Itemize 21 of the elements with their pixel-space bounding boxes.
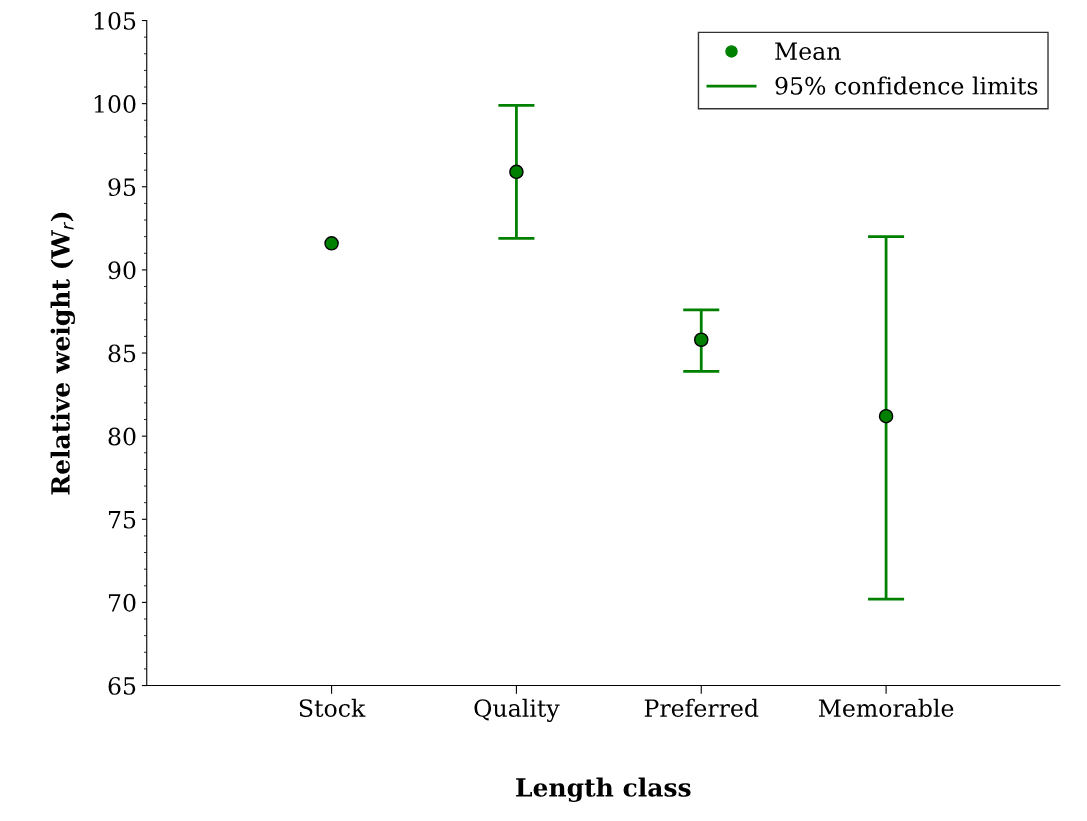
x-tick-label: Quality [474, 698, 560, 722]
y-tick-label: 105 [94, 11, 136, 30]
y-tick-label: 80 [108, 427, 136, 446]
point [324, 236, 339, 251]
y-tick-label: 65 [108, 676, 136, 695]
x-axis-title: Length class [516, 777, 691, 803]
y-tick-label: 95 [108, 178, 136, 197]
point [693, 332, 709, 348]
point [878, 408, 894, 424]
x-tick-label: Stock [299, 698, 366, 718]
x-tick-label: Memorable [818, 698, 954, 718]
y-tick-label: 85 [108, 344, 136, 363]
y-tick-label: 100 [94, 95, 136, 113]
annotation: 95% confidence limits [775, 76, 1038, 95]
point [509, 164, 524, 180]
y-tick-label: 90 [108, 261, 136, 280]
x-tick-label: Preferred [644, 698, 759, 718]
y-tick-label: 70 [108, 593, 136, 612]
legend-label: Mean [775, 42, 841, 61]
y-axis-title: Relative weight (W$_{r}$) [50, 212, 76, 495]
y-tick-label: 75 [108, 511, 136, 529]
